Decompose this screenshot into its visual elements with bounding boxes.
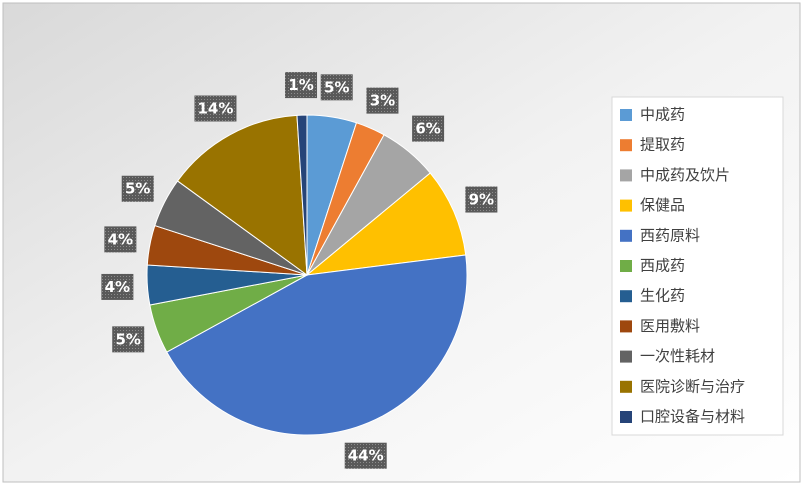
legend-label: 提取药 <box>640 136 685 154</box>
legend-label: 医用敷料 <box>640 317 700 335</box>
value-labels: 5% 3% 6% 9% 44% 5% 4% 4% 5% 14% 1% <box>101 72 498 469</box>
legend-swatch <box>620 290 632 303</box>
value-label-box <box>194 95 237 122</box>
legend-swatch <box>620 169 632 182</box>
value-label: 1% <box>288 76 313 94</box>
legend-swatch <box>620 350 632 363</box>
value-label: 9% <box>469 191 494 209</box>
legend-swatch <box>620 411 632 423</box>
value-label-box <box>101 273 134 300</box>
value-label: 4% <box>105 278 130 296</box>
legend-label: 保健品 <box>640 196 685 214</box>
pie <box>146 114 468 436</box>
legend <box>611 96 784 436</box>
value-label: 44% <box>348 447 384 465</box>
value-label: 4% <box>108 230 133 248</box>
legend-swatch <box>620 380 632 393</box>
value-label: 3% <box>370 92 395 110</box>
legend-swatch <box>620 320 632 333</box>
value-label: 6% <box>415 120 440 138</box>
value-label: 5% <box>324 78 349 96</box>
legend-label: 西药原料 <box>640 226 700 244</box>
value-label-box <box>320 74 353 101</box>
value-label: 5% <box>115 330 140 348</box>
legend-entries: 中成药提取药中成药及饮片保健品西药原料西成药生化药医用敷料一次性耗材医院诊断与治… <box>620 106 745 426</box>
value-label-box <box>104 226 137 253</box>
pie-slice <box>166 254 468 436</box>
value-label-box <box>112 326 145 353</box>
legend-label: 中成药 <box>640 106 685 124</box>
value-label-box <box>121 175 154 202</box>
legend-swatch <box>620 260 632 272</box>
legend-label: 医院诊断与治疗 <box>640 377 745 395</box>
legend-swatch <box>620 139 632 152</box>
legend-label: 生化药 <box>640 287 685 305</box>
value-label-box <box>285 72 318 99</box>
pie-slice <box>305 172 467 276</box>
legend-label: 中成药及饮片 <box>640 166 730 184</box>
legend-label: 一次性耗材 <box>640 347 715 365</box>
value-label-box <box>344 442 387 469</box>
legend-label: 西成药 <box>640 257 685 275</box>
legend-swatch <box>620 229 632 242</box>
value-label-box <box>465 186 498 213</box>
value-label-box <box>366 87 399 114</box>
legend-label: 口腔设备与材料 <box>640 408 745 426</box>
value-label: 14% <box>198 100 234 118</box>
value-label-box <box>412 115 445 142</box>
pie-slice <box>176 114 308 277</box>
legend-swatch <box>620 109 632 121</box>
pie-slice <box>296 114 308 276</box>
legend-swatch <box>620 199 632 212</box>
value-label: 5% <box>125 180 150 198</box>
